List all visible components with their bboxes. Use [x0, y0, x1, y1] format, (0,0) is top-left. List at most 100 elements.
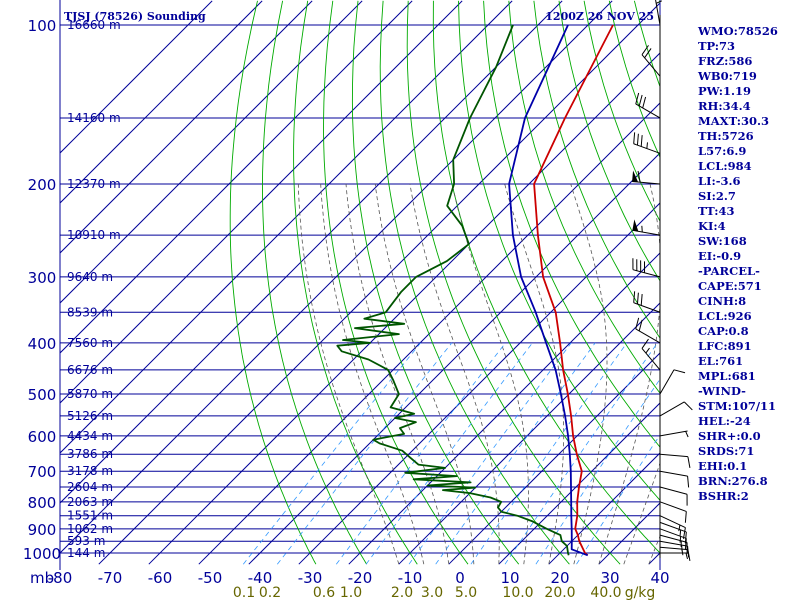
height-label: 8539 m: [67, 305, 113, 319]
mixing-ratio-label: 5.0: [455, 585, 477, 600]
wind-barb-flag: [640, 135, 643, 147]
temperature-tick-label: -30: [298, 569, 323, 587]
height-label: 6676 m: [67, 363, 113, 377]
index-entry: LI:-3.6: [698, 174, 741, 188]
index-entry: STM:107/11: [698, 399, 776, 413]
wind-barb-staff: [635, 328, 661, 344]
index-entry: TP:73: [698, 39, 735, 53]
mixing-ratio-label: 2.0: [391, 585, 413, 600]
wind-barb-staff: [655, 0, 661, 26]
wind-barb-flag: [687, 456, 691, 468]
wind-barb: [633, 132, 661, 154]
temperature-tick-label: -70: [98, 569, 123, 587]
wind-barb: [659, 401, 693, 417]
wind-barb-half-flag: [646, 142, 648, 149]
mixing-ratio-label: 0.2: [259, 585, 281, 600]
wind-barb: [641, 338, 661, 371]
index-entry: EHI:0.1: [698, 459, 747, 473]
wind-barb-flag: [636, 292, 639, 305]
dry-adiabat-line: [323, 0, 469, 565]
index-entry: HEL:-24: [698, 414, 751, 428]
mixing-ratio-label: 0.6: [313, 585, 335, 600]
parcel-line: [508, 24, 589, 557]
height-labels: 16660 m 14160 m 12370 m 10910 m 9640 m 8539 m…: [67, 18, 121, 560]
pressure-tick-label: 400: [28, 335, 57, 353]
wind-barb-staff: [659, 453, 688, 458]
mixing-ratio-line: [276, 342, 453, 565]
index-entry: CAP:0.8: [698, 324, 749, 338]
isotherm-line: [60, 0, 263, 204]
height-label: 4434 m: [67, 429, 113, 443]
pressure-tick-label: 900: [28, 521, 57, 539]
dry-adiabat-line: [785, 1, 800, 564]
index-entry: -WIND-: [698, 384, 746, 398]
mixing-ratio-line: [242, 342, 421, 565]
wind-barb-half-flag: [655, 0, 663, 4]
temperature-tick-label: 30: [600, 569, 619, 587]
height-label: 2063 m: [67, 495, 113, 509]
pressure-tick-label: 200: [28, 176, 57, 194]
wind-barb-staff: [659, 521, 687, 533]
wind-barb-flag: [687, 476, 690, 488]
mixing-ratio-line: [408, 342, 572, 565]
index-entry: SW:168: [698, 234, 747, 248]
wind-barb-flag: [641, 338, 649, 349]
wind-barb-flag: [635, 317, 640, 330]
dewpoint-line: [336, 24, 570, 556]
wind-barb-pennant: [632, 170, 639, 183]
index-entry: PW:1.19: [698, 84, 751, 98]
temperature-tick-label: 20: [550, 569, 569, 587]
moist-adiabat-lines: [297, 183, 660, 565]
dry-adiabat-line: [458, 0, 660, 501]
index-entry: CINH:8: [698, 294, 746, 308]
index-entry: EI:-0.9: [698, 249, 741, 263]
isotherm-line: [60, 0, 363, 304]
dry-adiabat-line: [432, 0, 660, 554]
wind-barb-staff: [641, 54, 661, 77]
pressure-tick-label: 300: [28, 269, 57, 287]
height-label: 1062 m: [67, 522, 113, 536]
dry-adiabat-line: [558, 0, 660, 282]
index-entry: TH:5726: [698, 129, 754, 143]
wind-barb-flag: [644, 48, 652, 59]
index-entry: LFC:891: [698, 339, 752, 353]
pressure-tick-label: 100: [28, 17, 57, 35]
wind-barb-flag: [641, 45, 649, 56]
height-label: 5126 m: [67, 409, 113, 423]
index-entry: RH:34.4: [698, 99, 751, 113]
wind-barb-half-flag: [645, 347, 650, 354]
index-entry: SHR+:0.0: [698, 429, 761, 443]
wind-barb-staff: [632, 269, 661, 278]
index-entry: LCL:984: [698, 159, 752, 173]
temperature-tick-label: -40: [248, 569, 273, 587]
dry-adiabat-line: [351, 0, 520, 565]
moist-adiabat-line: [504, 183, 565, 565]
station-title: TJSJ (78526) Sounding: [64, 10, 206, 23]
wind-barb: [659, 528, 687, 550]
index-entry: CAPE:571: [698, 279, 762, 293]
mixing-ratio-line: [504, 342, 658, 565]
wind-barb-staff: [635, 103, 661, 119]
height-label: 12370 m: [67, 177, 121, 191]
dry-adiabat-line: [508, 0, 660, 394]
wind-barb: [632, 170, 661, 185]
wind-barb: [659, 470, 690, 488]
temperature-line: [533, 24, 614, 556]
temperature-tick-label: -50: [198, 569, 223, 587]
height-label: 5870 m: [67, 387, 113, 401]
wind-barb-flag: [633, 291, 636, 303]
pressure-tick-label: 600: [28, 428, 57, 446]
moist-adiabat-line: [409, 183, 500, 565]
wind-barb-flag: [684, 538, 687, 550]
wind-barb: [659, 540, 690, 558]
isotherm-line: [348, 252, 660, 565]
mixing-ratio-line: [576, 434, 660, 565]
wind-barb-staff: [659, 540, 688, 547]
wind-barb-staff: [659, 546, 688, 551]
isotherm-line: [248, 152, 660, 565]
pressure-tick-label: 700: [28, 463, 57, 481]
mixing-ratio-line: [335, 342, 506, 565]
mixing-ratio-line: [365, 342, 533, 565]
isotherm-line: [60, 0, 613, 554]
wind-barb-flag: [638, 94, 643, 107]
